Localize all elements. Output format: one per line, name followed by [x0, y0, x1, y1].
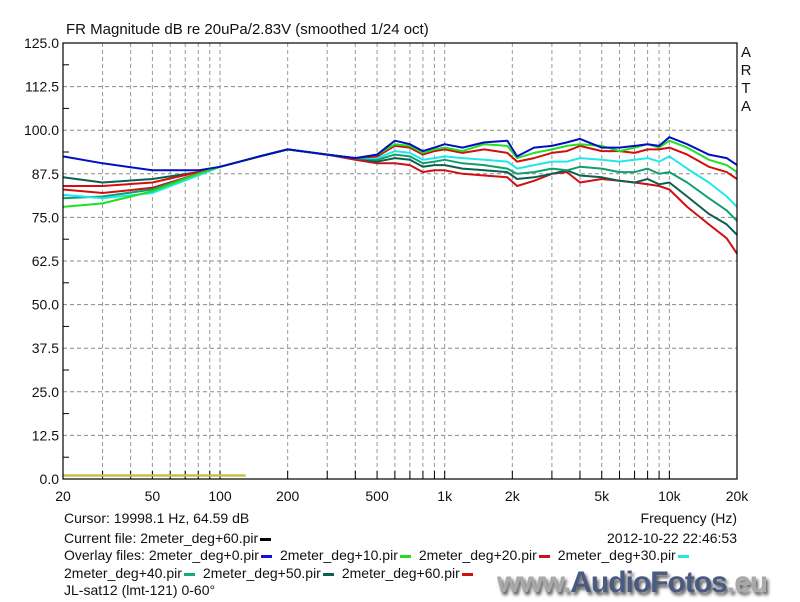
y-tick-label: 75.0 [32, 209, 59, 225]
y-tick-label: 37.5 [32, 340, 59, 356]
current-file-swatch [260, 537, 272, 541]
timestamp: 2012-10-22 22:46:53 [607, 530, 737, 546]
legend-entry-deg40: 2meter_deg+40.pir [64, 565, 182, 581]
x-tick-label: 2k [505, 488, 521, 504]
arta-letter: A [740, 98, 751, 115]
x-tick-label: 5k [594, 488, 610, 504]
x-tick-label: 10k [658, 488, 682, 504]
arta-label: A R T A [740, 44, 752, 116]
series-group [62, 136, 738, 255]
current-file-prefix: Current file: [64, 530, 141, 546]
y-tick-label: 112.5 [25, 79, 59, 95]
measurement-note: JL-sat12 (lmt-121) 0-60° [64, 582, 216, 598]
x-tick-label: 50 [145, 488, 161, 504]
legend-entry-deg60: 2meter_deg+60.pir [341, 565, 460, 581]
chart-title: FR Magnitude dB re 20uPa/2.83V (smoothed… [66, 21, 429, 38]
x-tick-label: 500 [365, 488, 389, 504]
arta-letter: A [740, 44, 751, 61]
overlay-line-1: Overlay files: 2meter_deg+0.pir 2meter_de… [64, 547, 697, 563]
y-tick-label: 87.5 [32, 166, 59, 182]
y-tick-label: 0.0 [40, 471, 60, 487]
x-tick-label: 100 [208, 488, 232, 504]
legend-swatch [677, 554, 689, 558]
overlay-line-2: 2meter_deg+40.pir 2meter_deg+50.pir 2meter… [64, 565, 481, 581]
series-line-2meter-deg-50-pir [62, 148, 738, 236]
legend-entry-deg10: 2meter_deg+10.pir [279, 547, 398, 563]
grid-lines [63, 43, 737, 479]
legend-swatch [183, 572, 195, 576]
legend-entry-deg50: 2meter_deg+50.pir [202, 565, 321, 581]
x-tick-label: 20 [55, 488, 71, 504]
legend-swatch [260, 554, 272, 558]
x-axis-label: Frequency (Hz) [640, 510, 737, 526]
legend-swatch [322, 572, 334, 576]
x-tick-label: 1k [437, 488, 453, 504]
y-tick-labels: 0.0 12.5 25.0 37.5 50.0 62.5 75.0 87.5 100.0 112.… [24, 35, 59, 487]
watermark-logo: www.AudioFotos.eu [497, 566, 768, 600]
series-line-2meter-deg-0-pir [62, 136, 738, 172]
y-tick-label: 25.0 [32, 384, 59, 400]
watermark-brand1: Audio [570, 566, 651, 599]
legend-entry-deg20: 2meter_deg+20.pir [418, 547, 537, 563]
y-tick-label: 12.5 [32, 427, 59, 443]
watermark-suffix: .eu [726, 566, 768, 599]
x-tick-labels: 20 50 100 200 500 1k 2k 5k 10k 20k [55, 488, 749, 504]
y-tick-label: 62.5 [32, 253, 59, 269]
current-file-name: 2meter_deg+60.pir [140, 530, 259, 546]
arta-letter: R [740, 62, 752, 79]
overlay-prefix: Overlay files: [64, 547, 149, 563]
legend-swatch [538, 554, 550, 558]
arta-letter: T [741, 80, 751, 97]
watermark-brand2: Fotos [650, 566, 728, 599]
y-tick-label: 100.0 [24, 122, 59, 138]
legend-swatch [461, 572, 473, 576]
cursor-readout: Cursor: 19998.1 Hz, 64.59 dB [64, 510, 250, 526]
series-line-2meter-deg-60-pir [62, 148, 738, 255]
axis-ticks [63, 64, 670, 479]
current-file-line: Current file: 2meter_deg+60.pir [64, 530, 279, 546]
legend-swatch [399, 554, 411, 558]
y-tick-label: 125.0 [24, 35, 59, 51]
y-tick-label: 50.0 [32, 297, 59, 313]
legend-entry-deg30: 2meter_deg+30.pir [557, 547, 676, 563]
plot-frame [62, 42, 738, 480]
legend-entry-deg0: 2meter_deg+0.pir [148, 547, 259, 563]
x-tick-label: 20k [726, 488, 750, 504]
watermark-prefix: www. [497, 566, 571, 599]
x-tick-label: 200 [276, 488, 300, 504]
